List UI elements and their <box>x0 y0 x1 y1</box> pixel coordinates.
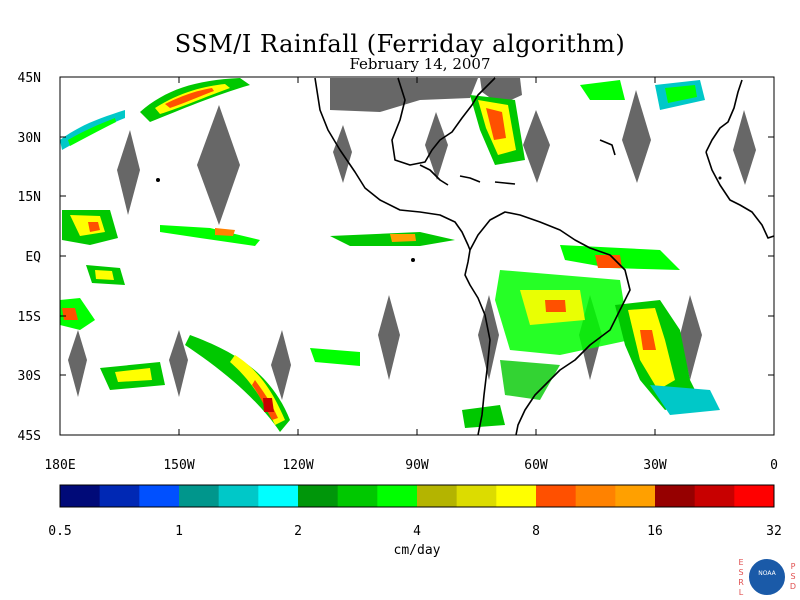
colorbar-tick-label: 32 <box>766 524 782 539</box>
lat-label: 15S <box>18 310 41 325</box>
colorbar-swatch <box>218 485 259 507</box>
colorbar-swatch <box>60 485 101 507</box>
colorbar-swatch <box>298 485 339 507</box>
lon-label: 150W <box>163 458 194 473</box>
noaa-disc <box>747 557 787 597</box>
colorbar-swatch <box>575 485 616 507</box>
colorbar-swatch <box>655 485 696 507</box>
colorbar-tick-label: 4 <box>413 524 421 539</box>
logo-letter: S <box>738 568 743 577</box>
colorbar-swatch <box>139 485 180 507</box>
colorbar-tick-label: 1 <box>175 524 183 539</box>
noaa-text: NOAA <box>758 570 776 577</box>
colorbar-tick-labels: 0.5 1 2 4 8 16 32 cm/day <box>48 524 782 558</box>
logo-letter: P <box>791 562 796 571</box>
colorbar-swatch <box>258 485 299 507</box>
colorbar-tick-label: 0.5 <box>48 524 71 539</box>
islands <box>156 176 722 262</box>
colorbar-swatch <box>337 485 378 507</box>
map-ticks <box>60 76 774 436</box>
rainfall-patches <box>60 78 720 432</box>
lat-label: 45S <box>18 429 41 444</box>
colorbar-swatch <box>694 485 735 507</box>
logo-letter: E <box>738 558 743 567</box>
lat-label: 15N <box>18 190 41 205</box>
lat-labels: 45N 30N 15N EQ 15S 30S 45S <box>18 71 42 444</box>
colorbar-tick-label: 2 <box>294 524 302 539</box>
colorbar-swatch <box>456 485 497 507</box>
lat-label: EQ <box>25 250 41 265</box>
colorbar-swatch <box>536 485 577 507</box>
lon-label: 120W <box>282 458 313 473</box>
colorbar-swatch <box>377 485 418 507</box>
logo-letter: R <box>738 578 744 587</box>
colorbar-unit: cm/day <box>394 543 441 558</box>
colorbar-frame <box>59 484 775 508</box>
colorbar <box>60 485 775 507</box>
lon-label: 30W <box>643 458 667 473</box>
colorbar-tick-label: 16 <box>647 524 663 539</box>
logo-letter: S <box>790 572 795 581</box>
logo-letter: L <box>739 588 744 597</box>
colorbar-swatch <box>496 485 537 507</box>
lon-label: 180E <box>44 458 75 473</box>
lon-labels: 180E 150W 120W 90W 60W 30W 0 <box>44 458 778 473</box>
colorbar-swatch <box>179 485 220 507</box>
lat-label: 30S <box>18 369 41 384</box>
colorbar-swatch <box>417 485 458 507</box>
colorbar-swatch <box>615 485 656 507</box>
lat-label: 45N <box>18 71 41 86</box>
colorbar-swatch <box>734 485 775 507</box>
colorbar-swatch <box>99 485 140 507</box>
lon-label: 60W <box>524 458 548 473</box>
lon-label: 0 <box>770 458 778 473</box>
lon-label: 90W <box>405 458 429 473</box>
map-title: SSM/I Rainfall (Ferriday algorithm) <box>174 30 626 58</box>
colorbar-tick-label: 8 <box>532 524 540 539</box>
coastlines <box>314 77 775 436</box>
map-date: February 14, 2007 <box>349 55 491 73</box>
logo-letter: D <box>790 582 796 591</box>
lat-label: 30N <box>18 131 41 146</box>
